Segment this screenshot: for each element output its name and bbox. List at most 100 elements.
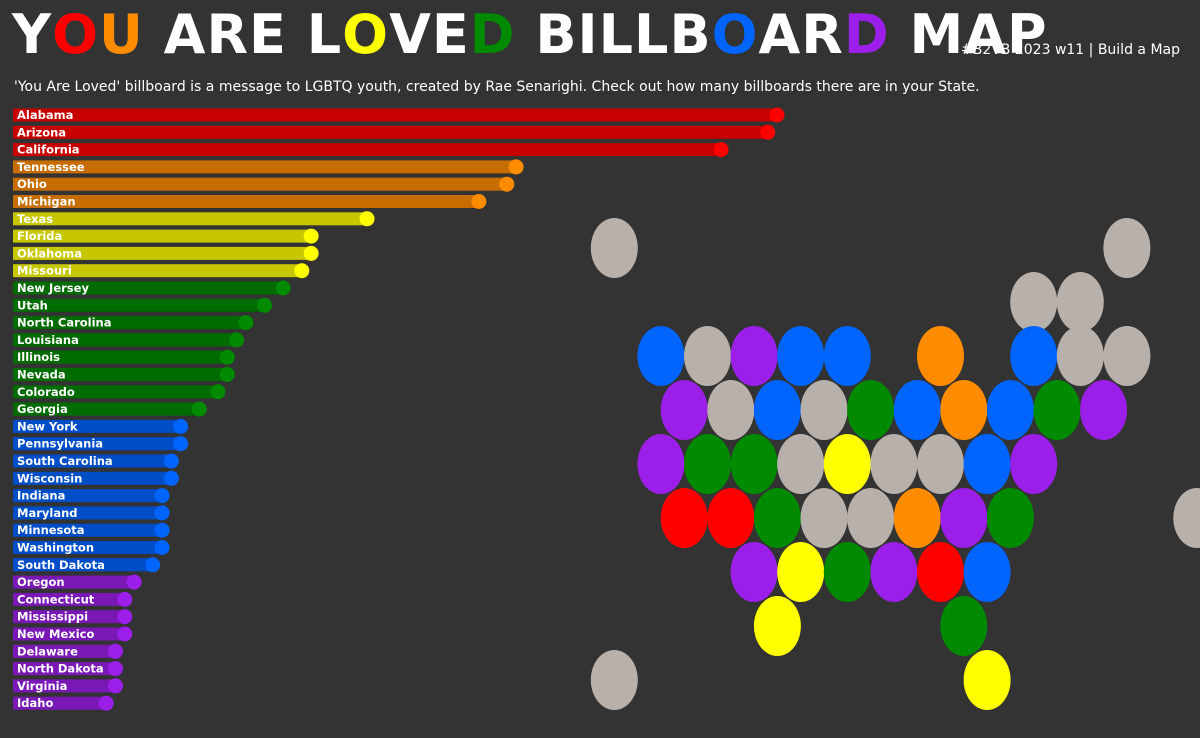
bar-end-dot (713, 142, 729, 158)
state-tile (823, 434, 871, 494)
bar (13, 592, 125, 606)
bar-label: California (17, 143, 80, 157)
bar (13, 229, 312, 243)
bar-label: Virginia (17, 679, 67, 693)
state-tile (1010, 434, 1058, 494)
state-tile (940, 380, 988, 440)
bar (13, 125, 768, 139)
bar-label: Florida (17, 229, 62, 243)
bar (13, 471, 172, 485)
bar-end-dot (359, 211, 375, 227)
bar-label: Arizona (17, 125, 66, 139)
bar-end-dot (303, 228, 319, 244)
bar-end-dot (303, 245, 319, 261)
bar (13, 385, 218, 399)
bar-end-dot (98, 695, 114, 711)
bar (13, 246, 312, 260)
bar (13, 558, 153, 572)
title-part: O (711, 3, 759, 66)
bar-label: Illinois (17, 350, 60, 364)
bar-end-dot (471, 194, 487, 209)
bar-label: Colorado (17, 385, 75, 399)
state-tile (1010, 326, 1058, 386)
bar-end-dot (275, 280, 291, 296)
makeover-tag: #B2VB 2023 w11 | Build a Map (960, 42, 1180, 58)
bar-label: Maryland (17, 506, 78, 520)
state-tile (1080, 380, 1128, 440)
title-part: O (342, 3, 390, 66)
state-tile (917, 326, 964, 386)
bar-label: Texas (17, 212, 53, 226)
bar-end-dot (117, 591, 133, 607)
title-part: O (52, 3, 100, 66)
bar-end-dot (163, 453, 179, 469)
bar-label: New Mexico (17, 627, 94, 641)
title-part: MAP (889, 3, 1048, 66)
bar (13, 662, 116, 676)
bar-end-dot (508, 159, 524, 175)
bar (13, 160, 517, 174)
bar-label: New York (17, 419, 78, 433)
bar-label: North Carolina (17, 316, 112, 330)
state-tile (940, 488, 988, 548)
title-part: Y (12, 3, 53, 66)
bar-label: Utah (17, 298, 48, 312)
state-tile (893, 488, 941, 548)
bar-label: Oklahoma (17, 246, 82, 260)
bar-end-dot (760, 124, 776, 140)
bar-label: Washington (17, 541, 94, 555)
bar-end-dot (499, 176, 515, 192)
title-part: D (843, 3, 890, 66)
bar (13, 350, 228, 364)
bar-end-dot (154, 540, 170, 555)
state-tile (1010, 272, 1058, 332)
bar (13, 644, 116, 658)
bar-label: Wisconsin (17, 471, 82, 485)
bar-label: Mississippi (17, 610, 88, 624)
bar-end-dot (163, 470, 179, 486)
bar (13, 610, 125, 624)
state-tile (847, 380, 895, 440)
state-tile (1103, 218, 1151, 278)
state-tile (986, 380, 1034, 440)
bar-end-dot (257, 297, 273, 313)
title-part: D (469, 3, 516, 66)
state-tile (917, 434, 964, 494)
bar (13, 489, 163, 503)
state-tile (917, 542, 964, 602)
bar (13, 437, 181, 451)
bar-end-dot (154, 488, 170, 504)
state-tile (893, 380, 941, 440)
state-tile (823, 542, 871, 602)
bar (13, 575, 135, 589)
chart-subtitle: 'You Are Loved' billboard is a message t… (14, 79, 980, 95)
state-tile (823, 326, 871, 386)
state-tile (800, 380, 848, 440)
bar (13, 402, 200, 416)
bar-label: Connecticut (17, 592, 95, 606)
bar-label: Louisiana (17, 333, 79, 347)
bar (13, 316, 246, 330)
state-tile (940, 596, 988, 656)
bar-end-dot (219, 367, 235, 382)
bar-end-dot (238, 315, 254, 331)
bar-label: Oregon (17, 575, 65, 589)
bar-end-dot (107, 678, 123, 694)
bar-end-dot (145, 557, 161, 573)
bar-end-dot (173, 418, 189, 434)
bar-label: Pennsylvania (17, 437, 103, 451)
bar (13, 419, 181, 433)
bar-label: South Carolina (17, 454, 113, 468)
bar (13, 281, 284, 295)
state-tile (847, 488, 895, 548)
bar (13, 108, 777, 122)
title-part: ARE L (143, 3, 343, 66)
state-tile (1056, 272, 1104, 332)
bar (13, 298, 265, 312)
bar (13, 506, 163, 520)
state-tile (800, 488, 848, 548)
bar-label: Georgia (17, 402, 68, 416)
bar-end-dot (219, 349, 235, 365)
bar (13, 212, 368, 226)
bar-label: Idaho (17, 696, 53, 710)
